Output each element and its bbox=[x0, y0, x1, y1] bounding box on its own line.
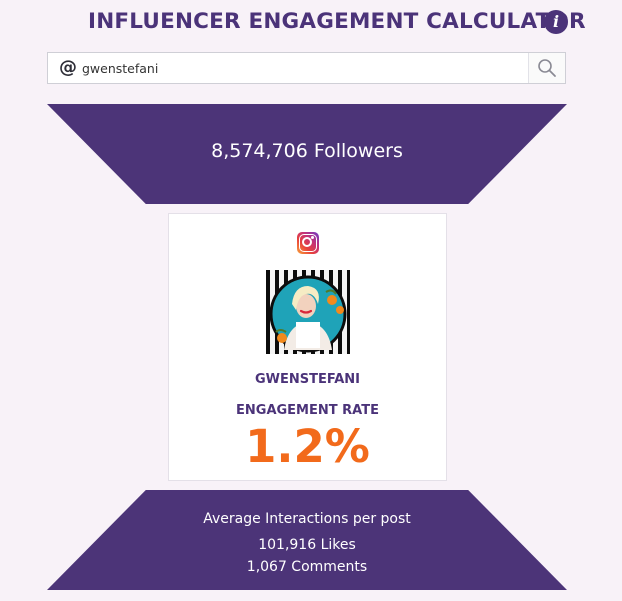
search-button[interactable] bbox=[528, 53, 565, 83]
search-icon bbox=[538, 59, 556, 77]
profile-card: GWENSTEFANI ENGAGEMENT RATE 1.2% bbox=[168, 213, 447, 481]
page-title: INFLUENCER ENGAGEMENT CALCULATOR bbox=[88, 9, 586, 34]
avatar[interactable] bbox=[266, 270, 350, 354]
comments-count: 1,067 Comments bbox=[246, 559, 368, 575]
followers-banner bbox=[47, 104, 567, 204]
info-icon[interactable]: i bbox=[544, 10, 568, 34]
likes-count: 101,916 Likes bbox=[258, 537, 356, 553]
profile-username: GWENSTEFANI bbox=[254, 372, 361, 387]
search-input[interactable] bbox=[82, 57, 522, 79]
average-interactions-label: Average Interactions per post bbox=[203, 511, 411, 527]
instagram-icon[interactable] bbox=[297, 232, 319, 254]
at-sign-icon: @ bbox=[59, 57, 77, 78]
search-bar: @ bbox=[47, 52, 566, 84]
interactions-banner bbox=[47, 490, 567, 590]
followers-count: 8,574,706 Followers bbox=[211, 140, 403, 162]
engagement-rate-label: ENGAGEMENT RATE bbox=[236, 403, 379, 418]
engagement-rate-value: 1.2% bbox=[245, 420, 370, 473]
